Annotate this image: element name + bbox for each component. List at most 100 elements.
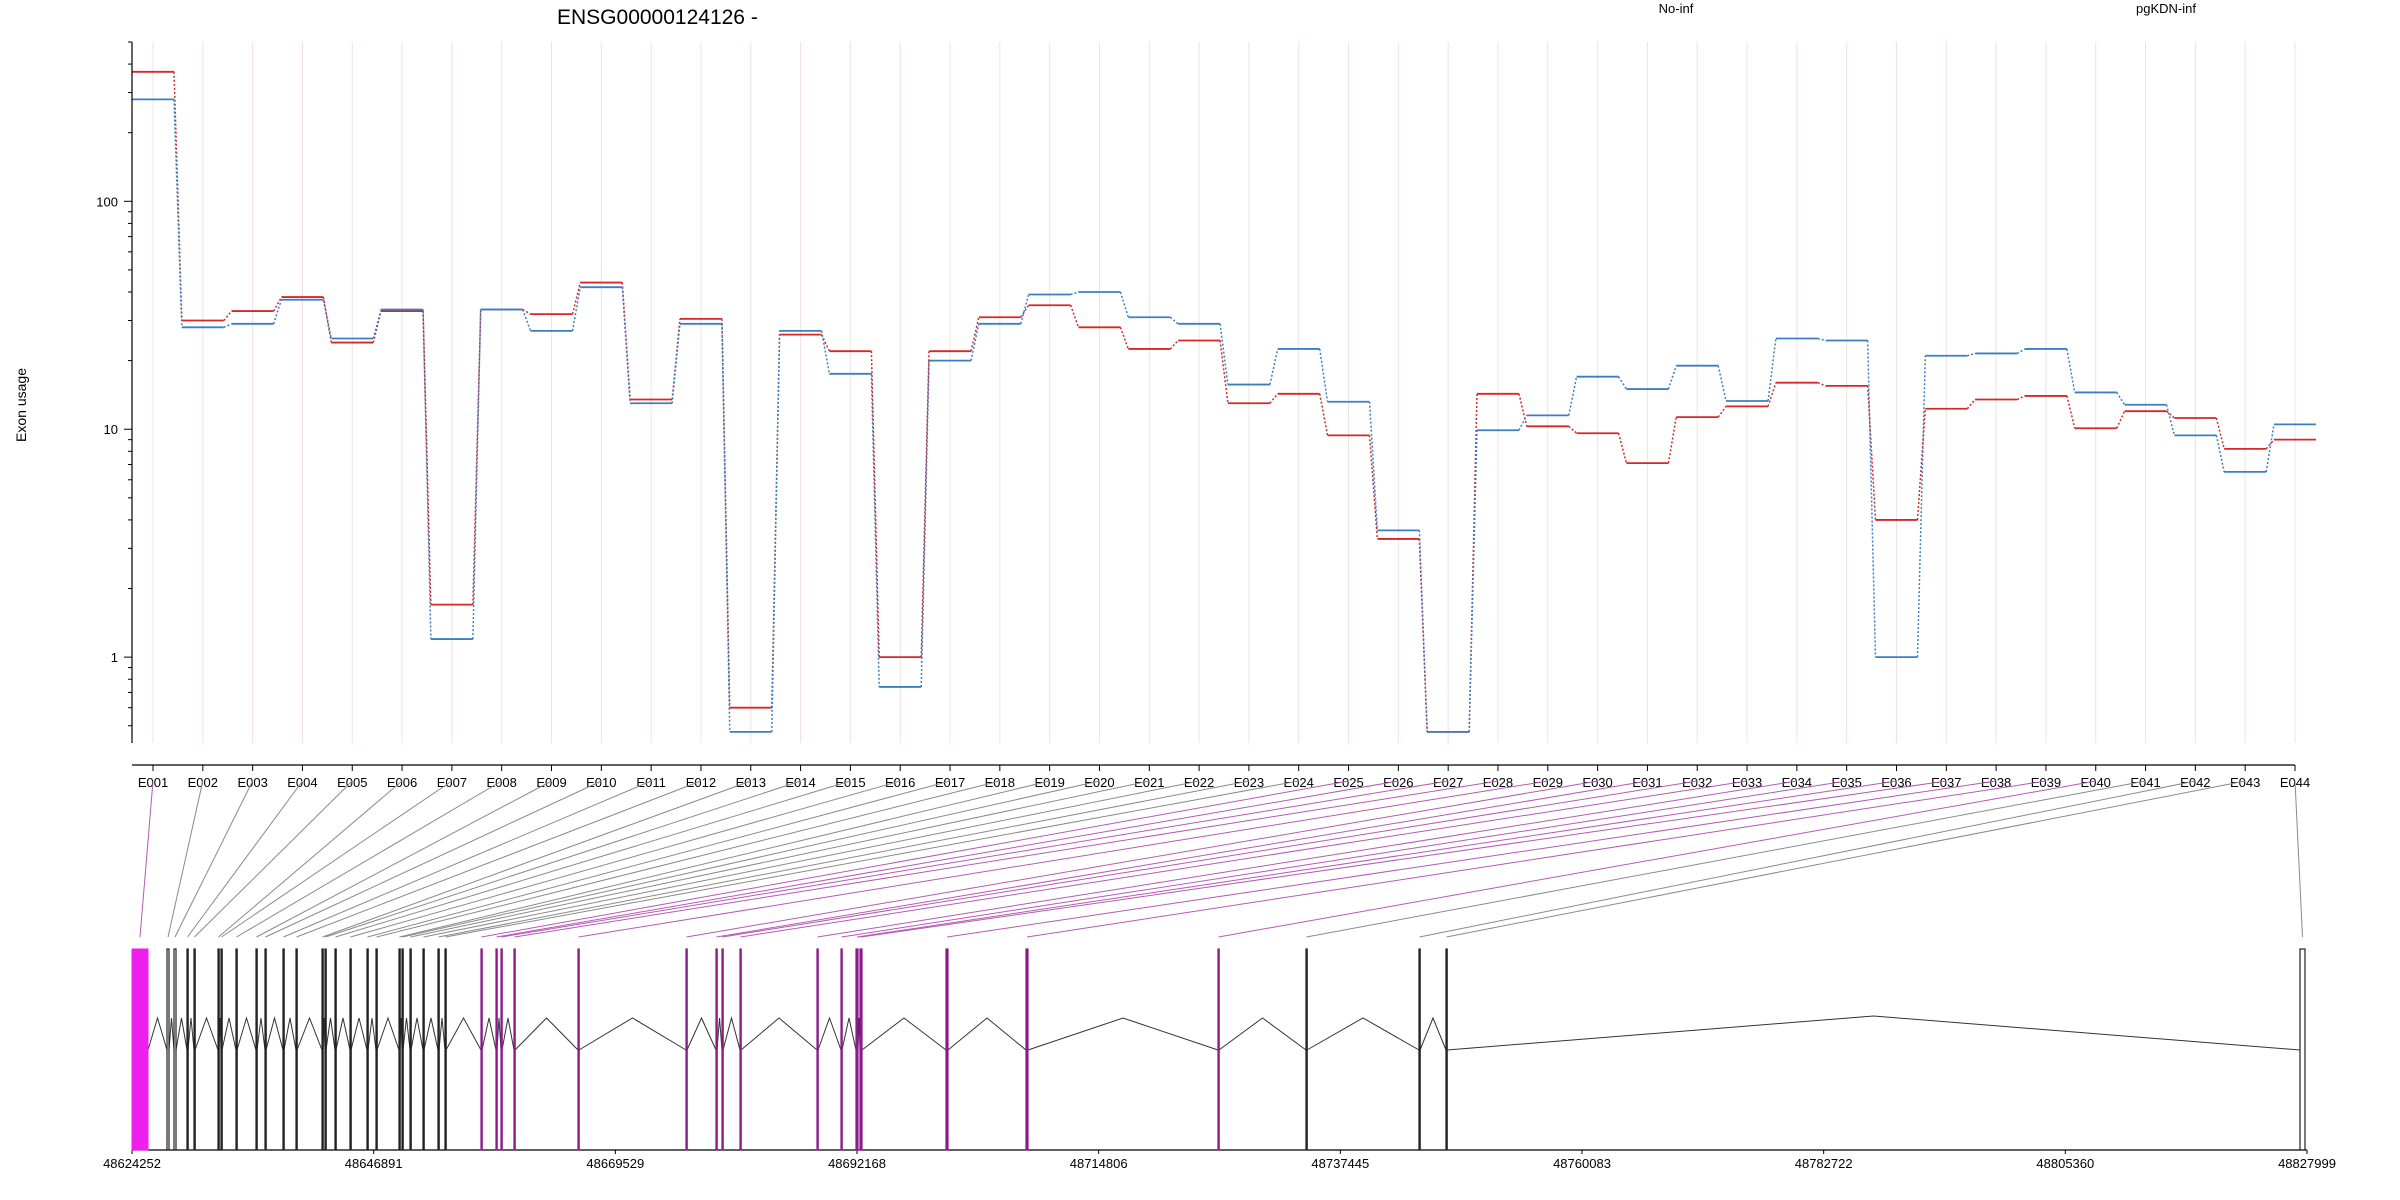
connector-pgkdn-inf bbox=[1967, 352, 1976, 357]
connector-pgkdn-inf bbox=[1070, 291, 1079, 296]
connector-pgkdn-inf bbox=[1617, 376, 1628, 390]
x-tick-label-e034: E034 bbox=[1782, 775, 1812, 790]
exon-link-e022 bbox=[423, 780, 1200, 938]
intron-line bbox=[423, 1017, 439, 1051]
connector-pgkdn-inf bbox=[1518, 415, 1528, 431]
connector-pgkdn-inf bbox=[1318, 348, 1329, 402]
connector-no-inf bbox=[820, 334, 831, 352]
intron-line bbox=[841, 1017, 857, 1051]
x-tick-label-e012: E012 bbox=[686, 775, 716, 790]
intron-line bbox=[686, 1016, 717, 1051]
exon-box-e008 bbox=[235, 948, 238, 1151]
connector-no-inf bbox=[2016, 395, 2026, 401]
connector-no-inf bbox=[1518, 393, 1528, 427]
exon-link-e017 bbox=[367, 780, 951, 938]
genomic-coord-label: 48827999 bbox=[2278, 1156, 2336, 1171]
intron-line bbox=[1446, 1015, 2301, 1051]
exon-box-e042 bbox=[1418, 948, 1421, 1151]
exon-link-e009 bbox=[256, 780, 552, 938]
exon-link-e013 bbox=[322, 780, 751, 938]
x-tick-label-e037: E037 bbox=[1931, 775, 1961, 790]
exon-link-e024 bbox=[445, 780, 1299, 938]
intron-line bbox=[861, 1017, 947, 1051]
connector-pgkdn-inf bbox=[2165, 404, 2176, 436]
x-tick-label-e022: E022 bbox=[1184, 775, 1214, 790]
genomic-coord-label: 48805360 bbox=[2036, 1156, 2094, 1171]
exon-link-e004 bbox=[187, 780, 303, 938]
connector-no-inf bbox=[2215, 417, 2225, 450]
genomic-coord-label: 48714806 bbox=[1070, 1156, 1128, 1171]
connector-no-inf bbox=[1219, 340, 1229, 404]
intron-line bbox=[1419, 1016, 1447, 1051]
exon-link-e005 bbox=[194, 780, 353, 938]
x-tick-label-e025: E025 bbox=[1333, 775, 1363, 790]
exon-box-e034 bbox=[816, 948, 819, 1151]
exon-link-e018 bbox=[376, 780, 1000, 938]
intron-line bbox=[578, 1017, 687, 1051]
connector-no-inf bbox=[272, 296, 283, 312]
connector-pgkdn-inf bbox=[1767, 338, 1777, 402]
x-tick-label-e016: E016 bbox=[885, 775, 915, 790]
exon-box-e021 bbox=[409, 948, 412, 1151]
intron-line bbox=[514, 1017, 579, 1051]
connector-pgkdn-inf bbox=[2116, 392, 2126, 406]
genomic-coord-label: 48760083 bbox=[1553, 1156, 1611, 1171]
exon-box-e038 bbox=[945, 948, 949, 1151]
connector-pgkdn-inf bbox=[721, 323, 731, 732]
genomic-coord-label: 48669529 bbox=[586, 1156, 644, 1171]
connector-no-inf bbox=[1119, 327, 1129, 350]
x-tick-label-e028: E028 bbox=[1483, 775, 1513, 790]
exon-box-e020 bbox=[401, 948, 404, 1151]
exon-box-e031 bbox=[715, 948, 718, 1151]
connector-no-inf bbox=[571, 282, 582, 315]
exon-box-e007 bbox=[220, 948, 223, 1151]
exon-box-e005 bbox=[193, 948, 196, 1151]
exon-link-e029 bbox=[578, 780, 1548, 938]
x-tick-label-e020: E020 bbox=[1084, 775, 1114, 790]
exon-box-e023 bbox=[437, 948, 440, 1151]
connector-pgkdn-inf bbox=[571, 287, 582, 332]
exon-link-e019 bbox=[399, 780, 1050, 938]
exon-box-e040 bbox=[1217, 948, 1220, 1151]
connector-pgkdn-inf bbox=[2265, 424, 2275, 472]
connector-pgkdn-inf bbox=[1667, 365, 1677, 390]
exon-box-e043 bbox=[1445, 948, 1448, 1151]
exon-box-e035 bbox=[840, 948, 843, 1151]
genomic-coord-label: 48692168 bbox=[828, 1156, 886, 1171]
exon-link-e007 bbox=[221, 780, 453, 938]
connector-no-inf bbox=[223, 310, 233, 321]
exon-box-e015 bbox=[334, 948, 337, 1151]
intron-line bbox=[501, 1017, 515, 1051]
x-tick-label-e010: E010 bbox=[586, 775, 616, 790]
genomic-coord-label: 48646891 bbox=[345, 1156, 403, 1171]
connector-no-inf bbox=[1568, 425, 1578, 434]
exon-box-e026 bbox=[495, 948, 498, 1151]
exon-link-e042 bbox=[1419, 780, 2196, 938]
exon-box-e011 bbox=[282, 948, 285, 1151]
connector-no-inf bbox=[2166, 410, 2175, 419]
x-tick-label-e041: E041 bbox=[2130, 775, 2160, 790]
intron-line bbox=[221, 1017, 237, 1051]
x-tick-label-e018: E018 bbox=[985, 775, 1015, 790]
exon-box-e012 bbox=[295, 948, 298, 1151]
connector-no-inf bbox=[721, 318, 731, 708]
x-tick-label-e023: E023 bbox=[1234, 775, 1264, 790]
exon-box-e028 bbox=[513, 948, 516, 1151]
exon-link-e032 bbox=[722, 780, 1698, 938]
exon-box-e001 bbox=[131, 948, 149, 1151]
connector-no-inf bbox=[422, 311, 432, 605]
connector-pgkdn-inf bbox=[2066, 348, 2076, 393]
connector-pgkdn-inf bbox=[472, 309, 482, 640]
exon-link-e039 bbox=[1026, 780, 2047, 938]
connector-no-inf bbox=[1269, 393, 1279, 404]
x-tick-label-e042: E042 bbox=[2180, 775, 2210, 790]
exon-box-e032 bbox=[721, 948, 724, 1151]
connector-no-inf bbox=[920, 351, 930, 658]
connector-no-inf bbox=[2116, 410, 2126, 429]
connector-pgkdn-inf bbox=[621, 287, 631, 404]
x-tick-label-e026: E026 bbox=[1383, 775, 1413, 790]
connector-pgkdn-inf bbox=[970, 323, 980, 361]
exon-box-e010 bbox=[264, 948, 267, 1151]
x-tick-label-e030: E030 bbox=[1582, 775, 1612, 790]
exon-link-e035 bbox=[841, 780, 1847, 938]
